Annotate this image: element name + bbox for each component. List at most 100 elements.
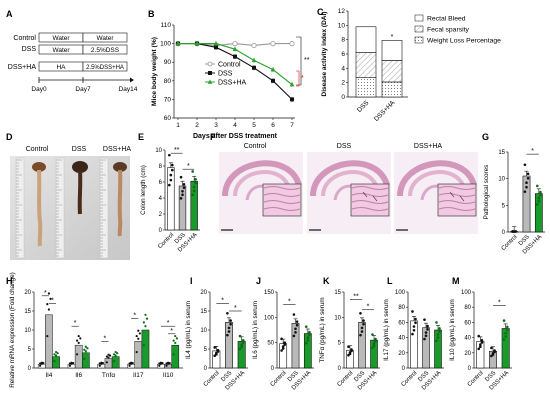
dai-y-tick-label: 0 [341,94,345,101]
panel-f: F Control DSS DSS+HA [210,132,478,234]
k-significance-1: * [367,304,370,311]
j-data-point [306,339,310,342]
e-data-point [191,193,194,197]
panel-h: H 0 5 10 15 20 Relative mRNA expression (Fold… [6,272,183,388]
mrna-data-point [116,352,119,355]
k-data-point [359,311,362,315]
m-data-point [504,331,507,335]
weight-point-dss-ha [175,41,181,46]
mrna-significance-5: * [167,320,170,327]
mrna-bar-il-2 [82,352,90,369]
l-x-label: Control [400,370,418,388]
mrna-data-point [142,321,145,324]
e-data-point [171,163,174,167]
panel-f-letter: F [210,132,216,142]
mrna-data-point [47,292,51,295]
mrna-data-point [112,360,116,363]
i-data-point [215,353,218,356]
l-y-tick-label: 100 [395,290,406,296]
histology-tissue-outer-dss-ha [397,160,477,197]
panel-a-letter: A [6,9,13,19]
histology-inset-crypt [351,200,389,204]
histology-inset-crypt [263,193,301,197]
j-data-point [281,347,285,350]
mrna-data-point [158,364,161,367]
e-data-point [182,186,186,190]
i-data-point [241,339,245,342]
e-y-tick-label: 0 [159,228,163,234]
mrna-data-point [144,325,147,328]
mrna-y-tick-label: 0 [28,366,32,372]
k-data-point [372,342,376,345]
histology-tissue-inner-dss [321,170,379,197]
k-x-label: Control [336,370,354,388]
k-y-tick-label: 5 [338,341,342,347]
weight-y-tick-label: 70 [164,96,172,103]
mrna-data-point [39,364,42,367]
g-y-tick-label: 0 [502,230,506,236]
m-data-point [502,338,506,341]
i-y-tick-label: 0 [204,366,208,372]
dai-y-tick-label: 6 [341,51,345,58]
histology-tissue-inner-control [233,170,291,197]
k-data-point [359,333,362,337]
g-data-point [526,172,530,176]
mrna-data-point [137,329,140,332]
panel-c: C 0 2 4 6 8 10 12 Disease activity index (DAI) D… [317,7,501,123]
e-data-point [194,181,197,185]
weight-significance-2: * [301,75,304,82]
mrna-data-point [76,339,79,342]
weight-x-title: Days after DSS treatment [193,133,278,140]
weight-y-tick-label: 90 [164,59,172,66]
histology-label-control: Control [244,143,267,150]
mrna-data-point [137,337,140,340]
mrna-x-label: Tnfα [102,372,115,379]
i-significance-1: * [234,305,237,312]
mrna-data-point [135,350,138,354]
weight-x-tick-label: 1 [176,122,180,129]
e-y-tick-label: 10 [155,148,162,154]
e-bar-control [167,167,175,231]
j-data-point [304,341,308,345]
dai-legend-swatch-1 [414,25,424,33]
m-data-point [490,346,493,350]
e-significance-0: ** [174,147,180,154]
e-y-title: Colon length (cm) [140,165,147,215]
weight-point-dss-ha [289,81,295,87]
mrna-data-point [174,334,177,338]
mrna-data-point [86,347,89,350]
dai-y-tick-label: 10 [338,22,346,29]
histology-label-dss-ha: DSS+HA [414,143,443,150]
weight-point-control [270,40,276,47]
weight-x-tick-label: 6 [271,122,275,129]
schedule-group-dss-ha: DSS+HA [8,64,37,71]
l-data-point [411,332,414,336]
m-data-point [491,353,495,356]
panel-l: L 0 20 40 60 80 100 IL17 (pg/mL) in serum Contr… [383,276,444,392]
e-data-point [169,173,173,177]
l-data-point [411,310,414,313]
mrna-data-point [138,332,141,335]
j-data-point [306,336,310,339]
panel-l-letter: L [387,276,393,286]
k-data-point [347,345,350,349]
mrna-bar-il-1 [45,314,53,369]
dai-bar-dss-seg0 [355,77,377,98]
m-y-tick-label: 40 [464,336,471,342]
weight-bracket-1 [296,36,302,86]
mrna-data-point [144,313,147,316]
e-y-tick-label: 2 [159,212,163,218]
i-data-point [238,347,242,351]
l-data-point [412,325,416,328]
i-data-point [241,341,245,344]
l-data-point [414,317,417,321]
m-significance-0: * [498,300,501,307]
j-bar-dss [291,323,300,369]
k-y-tick-label: 10 [334,315,341,321]
i-data-point [213,346,217,349]
mrna-data-point [84,345,87,348]
k-data-point [362,322,365,326]
panel-h-letter: H [6,276,13,286]
j-data-point [295,323,299,327]
